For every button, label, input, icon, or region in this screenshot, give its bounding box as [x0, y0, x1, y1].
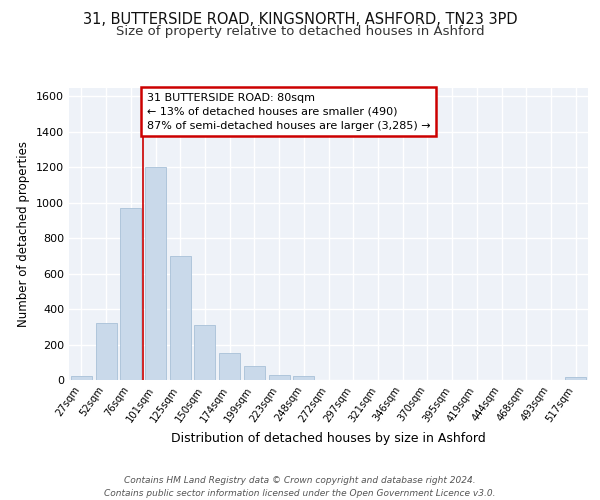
Bar — [145, 168, 166, 380]
Bar — [244, 366, 265, 380]
Text: 31, BUTTERSIDE ROAD, KINGSNORTH, ASHFORD, TN23 3PD: 31, BUTTERSIDE ROAD, KINGSNORTH, ASHFORD… — [83, 12, 517, 28]
Bar — [219, 354, 240, 380]
Bar — [565, 378, 586, 380]
Bar — [95, 324, 116, 380]
Bar — [194, 325, 215, 380]
Bar — [293, 376, 314, 380]
X-axis label: Distribution of detached houses by size in Ashford: Distribution of detached houses by size … — [171, 432, 486, 445]
Text: Size of property relative to detached houses in Ashford: Size of property relative to detached ho… — [116, 25, 484, 38]
Y-axis label: Number of detached properties: Number of detached properties — [17, 141, 31, 327]
Bar — [269, 374, 290, 380]
Bar — [71, 376, 92, 380]
Text: 31 BUTTERSIDE ROAD: 80sqm
← 13% of detached houses are smaller (490)
87% of semi: 31 BUTTERSIDE ROAD: 80sqm ← 13% of detac… — [147, 93, 430, 131]
Bar — [120, 208, 141, 380]
Text: Contains HM Land Registry data © Crown copyright and database right 2024.
Contai: Contains HM Land Registry data © Crown c… — [104, 476, 496, 498]
Bar — [170, 256, 191, 380]
